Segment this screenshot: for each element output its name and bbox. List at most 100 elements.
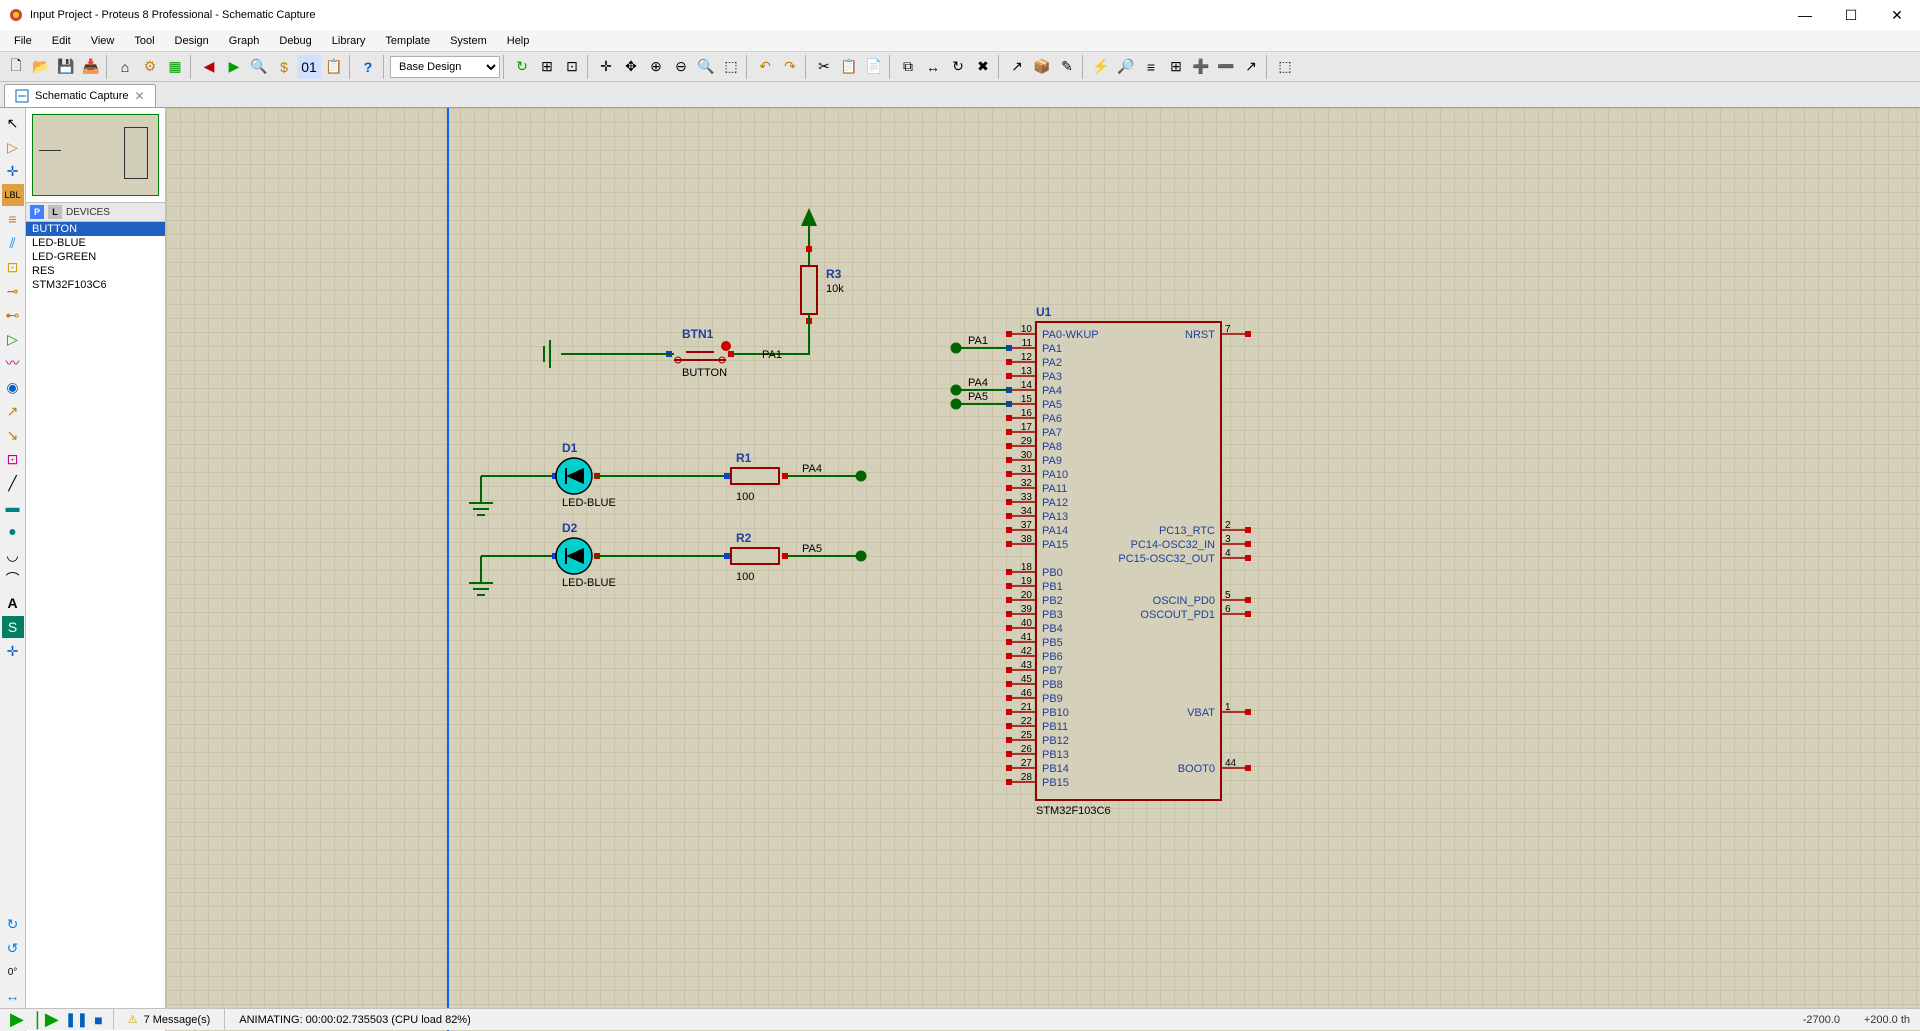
exit-icon[interactable]: ↗ [1239,55,1263,79]
pick-icon[interactable]: ↗ [1005,55,1029,79]
menu-library[interactable]: Library [322,33,376,49]
menu-debug[interactable]: Debug [269,33,321,49]
pan-icon[interactable]: ✥ [619,55,643,79]
tape-icon[interactable]: 〰 [2,352,24,374]
line-icon[interactable]: ╱ [2,472,24,494]
block-move-icon[interactable]: ↔ [921,55,945,79]
instrument-icon[interactable]: ⊡ [2,448,24,470]
zoom-page-icon[interactable]: 🔍 [247,55,271,79]
box-icon[interactable]: ▬ [2,496,24,518]
device-item[interactable]: STM32F103C6 [26,278,165,292]
pcb-icon[interactable]: ▦ [163,55,187,79]
bom-icon[interactable]: $ [272,55,296,79]
menu-edit[interactable]: Edit [42,33,81,49]
open-icon[interactable]: 📂 [29,55,53,79]
delsheet-icon[interactable]: ➖ [1214,55,1238,79]
forward-icon[interactable]: ▶ [222,55,246,79]
device-item[interactable]: LED-BLUE [26,236,165,250]
import-icon[interactable]: 📥 [79,55,103,79]
snap-icon[interactable]: ⊡ [560,55,584,79]
messages-status[interactable]: ⚠ 7 Message(s) [113,1009,225,1030]
menu-graph[interactable]: Graph [219,33,270,49]
search-icon[interactable]: 🔎 [1114,55,1138,79]
design-select[interactable]: Base Design [390,56,500,78]
home-icon[interactable]: ⌂ [113,55,137,79]
refresh-icon[interactable]: ↻ [510,55,534,79]
newsheet-icon[interactable]: ➕ [1189,55,1213,79]
bus-icon[interactable]: ⫽ [2,232,24,254]
menu-design[interactable]: Design [165,33,219,49]
undo-icon[interactable]: ↶ [753,55,777,79]
rotate-ccw-icon[interactable]: ↺ [2,937,24,959]
misc-icon[interactable]: ⬚ [1273,55,1297,79]
probe-v-icon[interactable]: ↗ [2,400,24,422]
close-button[interactable]: ✕ [1874,0,1920,30]
tab-close-icon[interactable]: ✕ [135,89,145,103]
play-icon[interactable]: ▶ [10,1009,24,1030]
arc-icon[interactable]: ◡ [2,544,24,566]
zoomarea-icon[interactable]: ⬚ [719,55,743,79]
schematic-icon[interactable]: ⚙ [138,55,162,79]
rotate-cw-icon[interactable]: ↻ [2,913,24,935]
decompose-icon[interactable]: ✎ [1055,55,1079,79]
graph-icon[interactable]: ▷ [2,328,24,350]
step-icon[interactable]: ❘▶ [30,1009,59,1030]
tab-schematic[interactable]: Schematic Capture ✕ [4,84,156,107]
menu-file[interactable]: File [4,33,42,49]
netlist-icon[interactable]: 01 [297,55,321,79]
menu-tool[interactable]: Tool [124,33,164,49]
block-delete-icon[interactable]: ✖ [971,55,995,79]
terminal-icon[interactable]: ⊸ [2,280,24,302]
probe-i-icon[interactable]: ↘ [2,424,24,446]
component-mode-icon[interactable]: ▷ [2,136,24,158]
origin-icon[interactable]: ✛ [594,55,618,79]
cut-icon[interactable]: ✂ [812,55,836,79]
block-rotate-icon[interactable]: ↻ [946,55,970,79]
pin-icon[interactable]: ⊷ [2,304,24,326]
flip-h-icon[interactable]: ↔ [2,985,24,1007]
device-list[interactable]: BUTTON LED-BLUE LED-GREEN RES STM32F103C… [26,222,165,1031]
subcircuit-icon[interactable]: ⊡ [2,256,24,278]
device-item[interactable]: LED-GREEN [26,250,165,264]
path-icon[interactable]: ⌒ [2,568,24,590]
block-copy-icon[interactable]: ⧉ [896,55,920,79]
grid-icon[interactable]: ⊞ [535,55,559,79]
device-item[interactable]: BUTTON [26,222,165,236]
pause-icon[interactable]: ❚❚ [65,1011,88,1028]
stop-icon[interactable]: ■ [94,1012,102,1028]
property-icon[interactable]: ≡ [1139,55,1163,79]
selection-mode-icon[interactable]: ↖ [2,112,24,134]
redo-icon[interactable]: ↷ [778,55,802,79]
schematic-canvas[interactable]: R3 10k BTN1 BUTTON PA1 [166,108,1920,1031]
menu-template[interactable]: Template [375,33,440,49]
generator-icon[interactable]: ◉ [2,376,24,398]
help-icon[interactable]: ? [356,55,380,79]
new-icon[interactable]: 🗋 [4,55,28,79]
circle-icon[interactable]: ● [2,520,24,542]
device-item[interactable]: RES [26,264,165,278]
back-icon[interactable]: ◀ [197,55,221,79]
symbol-icon[interactable]: S [2,616,24,638]
zoomout-icon[interactable]: ⊖ [669,55,693,79]
zoomin-icon[interactable]: ⊕ [644,55,668,79]
overview-thumbnail[interactable] [32,114,159,196]
text-script-icon[interactable]: ≡ [2,208,24,230]
marker-icon[interactable]: ✛ [2,640,24,662]
junction-icon[interactable]: ✛ [2,160,24,182]
menu-help[interactable]: Help [497,33,540,49]
library-icon[interactable]: L [48,205,62,219]
label-icon[interactable]: LBL [2,184,24,206]
copy-icon[interactable]: 📋 [837,55,861,79]
save-icon[interactable]: 💾 [54,55,78,79]
maximize-button[interactable]: ☐ [1828,0,1874,30]
explorer-icon[interactable]: ⊞ [1164,55,1188,79]
package-icon[interactable]: 📦 [1030,55,1054,79]
menu-system[interactable]: System [440,33,497,49]
text-icon[interactable]: A [2,592,24,614]
wire-auto-icon[interactable]: ⚡ [1089,55,1113,79]
minimize-button[interactable]: — [1782,0,1828,30]
drc-icon[interactable]: 📋 [322,55,346,79]
zoomfit-icon[interactable]: 🔍 [694,55,718,79]
paste-icon[interactable]: 📄 [862,55,886,79]
menu-view[interactable]: View [81,33,125,49]
